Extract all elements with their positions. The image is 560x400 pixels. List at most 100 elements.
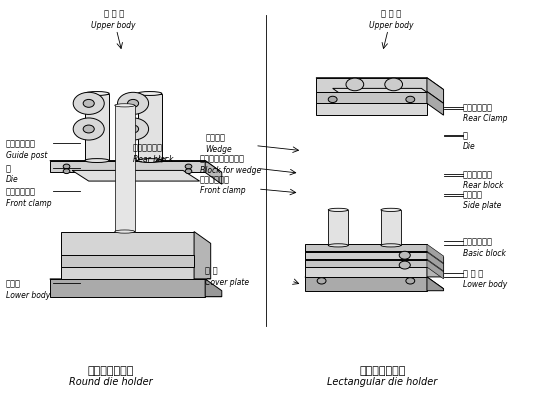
Text: 後方ブロック: 後方ブロック [133,144,163,153]
Text: 本 体 上: 本 体 上 [381,10,401,18]
Text: 後方ブロック: 後方ブロック [463,170,493,179]
Polygon shape [61,232,194,279]
Circle shape [83,100,94,107]
Text: Lectangular die holder: Lectangular die holder [328,377,438,387]
Text: 角型ダイホルダ: 角型ダイホルダ [360,366,406,376]
Ellipse shape [138,159,162,162]
Text: 丸型ダイホルダ: 丸型ダイホルダ [88,366,134,376]
Polygon shape [305,277,444,289]
Text: Lower body: Lower body [6,291,50,300]
Ellipse shape [85,92,109,96]
Ellipse shape [138,92,162,96]
Polygon shape [305,244,427,251]
Polygon shape [328,210,348,245]
Polygon shape [305,277,427,291]
Circle shape [328,96,337,102]
Circle shape [406,96,415,102]
Circle shape [63,169,70,174]
Circle shape [399,261,410,269]
Text: ウエッジ: ウエッジ [205,134,225,143]
Text: Upper body: Upper body [91,20,136,30]
Polygon shape [316,92,427,103]
Polygon shape [205,160,222,184]
Ellipse shape [381,244,401,247]
Polygon shape [316,78,444,90]
Circle shape [346,78,364,91]
Text: 前方クランプ: 前方クランプ [199,175,230,184]
Polygon shape [85,94,109,160]
Text: Round die holder: Round die holder [69,377,153,387]
Circle shape [118,118,148,140]
Text: Upper body: Upper body [368,20,413,30]
Ellipse shape [328,244,348,247]
Text: Lower body: Lower body [463,280,507,289]
Circle shape [73,92,104,114]
Polygon shape [333,88,432,96]
Text: 後方クランプ: 後方クランプ [463,104,493,112]
Polygon shape [305,252,427,259]
Text: ガイドポスト: ガイドポスト [6,140,35,149]
Circle shape [406,278,415,284]
Polygon shape [427,244,444,263]
Polygon shape [305,245,427,277]
Polygon shape [427,252,444,271]
Polygon shape [115,105,135,232]
Ellipse shape [381,208,401,212]
Polygon shape [427,260,444,279]
Circle shape [317,278,326,284]
Circle shape [128,125,139,133]
Circle shape [128,100,139,107]
Text: Front clamp: Front clamp [199,186,245,195]
Text: Guide post: Guide post [6,151,47,160]
Polygon shape [50,160,205,172]
Circle shape [118,92,148,114]
Polygon shape [50,279,205,297]
Ellipse shape [115,104,135,107]
Text: Rear Clamp: Rear Clamp [463,114,507,124]
Polygon shape [194,232,211,279]
Text: Wedge: Wedge [205,145,232,154]
Text: ウエッジ用ブロック: ウエッジ用ブロック [199,155,245,164]
Text: Rear block: Rear block [463,181,503,190]
Polygon shape [50,160,222,172]
Text: 本 体 下: 本 体 下 [463,269,483,278]
Circle shape [185,164,192,169]
Polygon shape [427,277,444,291]
Text: 敷 板: 敷 板 [205,267,218,276]
Text: Basic block: Basic block [463,248,506,258]
Ellipse shape [328,208,348,212]
Polygon shape [61,255,194,267]
Text: 型: 型 [6,164,11,173]
Circle shape [185,169,192,174]
Circle shape [63,164,70,169]
Text: 型: 型 [463,131,468,140]
Polygon shape [427,78,444,103]
Polygon shape [316,103,427,115]
Circle shape [399,251,410,259]
Polygon shape [316,78,427,92]
Text: Cover plate: Cover plate [205,278,249,287]
Ellipse shape [85,159,109,162]
Text: Die: Die [463,142,475,151]
Text: 前方クランプ: 前方クランプ [6,188,35,197]
Circle shape [83,125,94,133]
Polygon shape [427,92,444,115]
Polygon shape [138,94,162,160]
Text: 本 体 上: 本 体 上 [104,10,124,18]
Text: Side plate: Side plate [463,201,501,210]
Circle shape [385,78,403,91]
Text: Block for wedge: Block for wedge [199,166,261,175]
Text: Rear block: Rear block [133,155,174,164]
Polygon shape [205,279,222,297]
Circle shape [73,118,104,140]
Polygon shape [72,170,199,181]
Text: 基準ブロック: 基準ブロック [463,238,493,246]
Polygon shape [427,245,444,277]
Polygon shape [305,260,427,267]
Text: 本体下: 本体下 [6,280,21,289]
Polygon shape [50,279,222,297]
Polygon shape [381,210,401,245]
Text: Die: Die [6,175,18,184]
Ellipse shape [115,230,135,233]
Text: 側面当板: 側面当板 [463,190,483,199]
